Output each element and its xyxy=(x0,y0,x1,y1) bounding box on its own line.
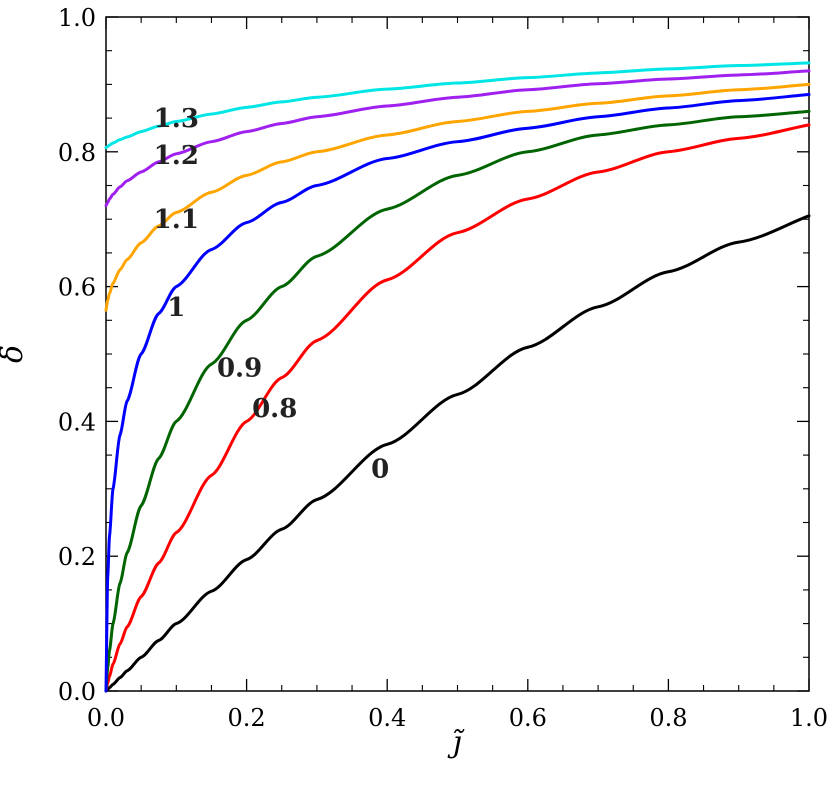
series-line-0-9 xyxy=(104,109,811,693)
series-line-1-2 xyxy=(104,69,811,208)
tick-labels: 0.0 0.2 0.4 0.6 0.8 1.0 0.0 0.2 0.4 0.6 0.8 1.0 xyxy=(58,4,828,732)
y-tick-label: 0.6 xyxy=(58,274,96,302)
y-tick-label: 0.4 xyxy=(58,408,96,436)
series-line-0-8 xyxy=(104,123,811,693)
series-line-1-1 xyxy=(104,82,811,312)
y-tick-label: 0.8 xyxy=(58,139,96,167)
y-tick-label: 1.0 xyxy=(58,4,96,32)
x-tick-label: 1.0 xyxy=(790,704,828,732)
series-label: 1.3 xyxy=(154,104,199,134)
series-label: 0.8 xyxy=(252,394,297,424)
x-tick-label: 0.0 xyxy=(87,704,125,732)
series-labels: 0 0.8 0.9 1 1.1 1.2 1.3 xyxy=(154,104,390,484)
series-label: 0.9 xyxy=(217,353,262,383)
x-tick-label: 0.2 xyxy=(228,704,266,732)
y-tick-label: 0.2 xyxy=(58,543,96,571)
tick-marks xyxy=(105,16,810,692)
x-axis-label: j̃ xyxy=(447,725,465,760)
series-label: 1 xyxy=(167,293,185,323)
data-series xyxy=(104,61,811,693)
x-tick-label: 0.6 xyxy=(509,704,547,732)
series-label: 0 xyxy=(371,455,389,485)
series-line-1-3 xyxy=(104,61,811,150)
series-label: 1.2 xyxy=(154,141,199,171)
series-line-0 xyxy=(104,214,811,693)
series-label: 1.1 xyxy=(154,205,199,235)
series-line-1 xyxy=(104,93,811,693)
x-tick-label: 0.4 xyxy=(368,704,406,732)
y-tick-label: 0.0 xyxy=(58,678,96,706)
x-tick-label: 0.8 xyxy=(649,704,687,732)
y-axis-label: δ xyxy=(0,345,30,363)
